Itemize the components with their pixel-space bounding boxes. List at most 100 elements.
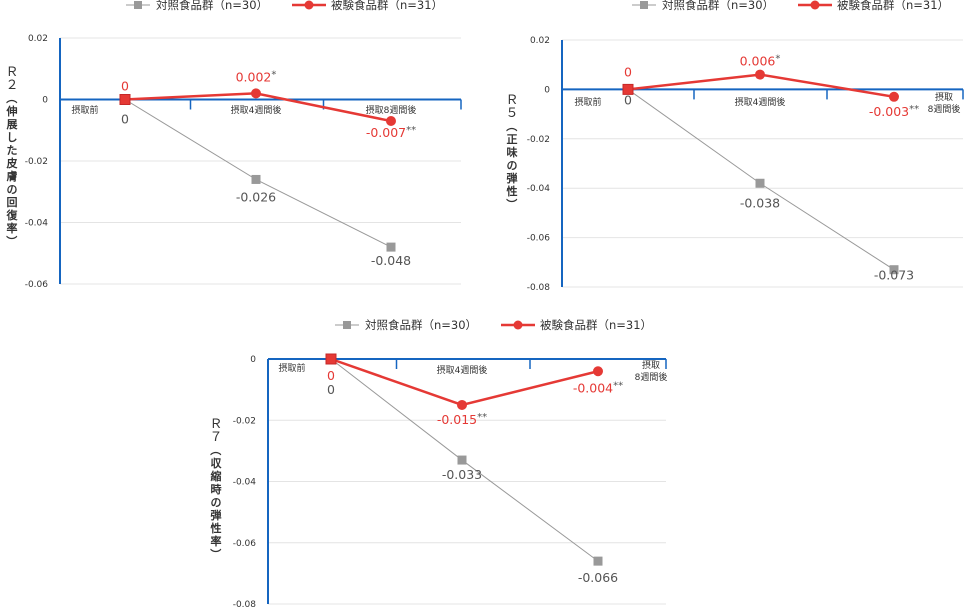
data-point-test — [755, 69, 765, 80]
data-label-test: 0.006* — [740, 54, 781, 69]
data-label-control: -0.073 — [874, 268, 914, 283]
y-axis-title-char: 膚 — [7, 169, 18, 183]
y-axis-title-char: た — [7, 144, 18, 157]
y-axis-title-char: Ｒ — [505, 93, 518, 108]
x-category-label: 摂取 — [642, 359, 660, 371]
data-point-test — [622, 83, 634, 95]
x-category-label: 摂取4週間後 — [437, 364, 488, 376]
y-tick-label: -0.04 — [25, 219, 49, 229]
chart-3: 0 -0.02 -0.04 -0.06 -0.08 摂取前 摂取4週間後 摂取8週間後 Ｒ７（収… — [209, 318, 667, 608]
y-axis-title-char: ） — [5, 236, 18, 247]
y-axis-title-char: 率 — [7, 221, 18, 235]
legend-label-control: 対照食品群（n=30） — [365, 318, 477, 332]
y-axis-title-char: 味 — [507, 145, 518, 159]
x-category-label: 摂取4週間後 — [735, 96, 786, 108]
legend: 対照食品群（n=30） 被験食品群（n=31） — [126, 0, 443, 12]
y-axis-title-char: ２ — [5, 78, 18, 93]
data-point-test — [593, 366, 603, 377]
data-label-control: -0.066 — [578, 570, 618, 585]
data-label-control: -0.026 — [236, 189, 276, 204]
y-tick-label: -0.02 — [527, 135, 550, 145]
y-tick-label: -0.06 — [25, 280, 49, 290]
y-axis-title-char: し — [7, 131, 18, 144]
chart-2: 0.02 0 -0.02 -0.04 -0.06 -0.08 摂取前 摂取4週間後 摂取8週間後… — [505, 0, 964, 293]
data-point-control — [889, 265, 899, 275]
y-axis-title-char: 性 — [507, 184, 518, 198]
y-axis-title-char: Ｒ — [5, 65, 18, 80]
data-label-test: 0 — [327, 368, 335, 383]
data-point-control — [593, 556, 603, 566]
data-label-test: 0 — [121, 79, 129, 94]
legend-marker-control — [134, 1, 142, 9]
data-point-test — [119, 94, 131, 105]
significance-mark: ** — [477, 412, 487, 423]
data-label-test: -0.015** — [437, 412, 487, 427]
y-axis-title-char: ） — [505, 199, 518, 210]
y-tick-label: -0.02 — [25, 157, 48, 167]
x-category-label: 8週間後 — [635, 371, 668, 383]
significance-mark: * — [271, 69, 276, 80]
y-axis-title-char: 展 — [6, 118, 19, 131]
y-axis-title-char: 縮 — [211, 469, 222, 483]
data-label-control: 0 — [121, 112, 129, 127]
legend-label-control: 対照食品群（n=30） — [156, 0, 268, 12]
y-axis-title-char: ５ — [505, 106, 518, 121]
y-axis-title-char: 性 — [211, 521, 222, 535]
y-axis-title-char: 弾 — [507, 171, 518, 185]
x-category-label: 摂取前 — [278, 362, 305, 374]
x-category-label: 摂取前 — [574, 96, 601, 108]
data-point-control — [755, 178, 765, 188]
legend: 対照食品群（n=30） 被験食品群（n=31） — [335, 318, 652, 332]
legend-label-test: 被験食品群（n=31） — [331, 0, 443, 12]
data-label-test: -0.004** — [573, 380, 623, 395]
data-point-control — [457, 455, 467, 465]
y-tick-label: 0 — [544, 85, 550, 95]
y-tick-label: -0.04 — [527, 184, 551, 194]
x-category-label: 摂取8週間後 — [366, 104, 417, 116]
y-tick-label: -0.04 — [233, 478, 257, 488]
data-label-control: 0 — [327, 382, 335, 397]
data-label-test: 0 — [624, 64, 632, 79]
y-axis-title-char: Ｒ — [209, 417, 222, 432]
y-axis-title-char: ） — [209, 549, 222, 560]
series-line-control — [124, 99, 392, 248]
legend-marker-control — [640, 1, 648, 9]
data-label-control: -0.048 — [371, 253, 411, 268]
y-tick-label: -0.02 — [233, 416, 256, 426]
data-point-test — [325, 353, 337, 365]
legend-label-test: 被験食品群（n=31） — [837, 0, 949, 12]
y-tick-label: 0 — [42, 96, 48, 106]
y-tick-label: -0.08 — [527, 283, 551, 293]
y-axis-title-char: 弾 — [211, 508, 222, 522]
significance-mark: ** — [406, 125, 416, 136]
legend: 対照食品群（n=30） 被験食品群（n=31） — [632, 0, 949, 12]
y-axis-title-char: 回 — [7, 195, 18, 209]
x-category-label: 摂取前 — [71, 104, 98, 116]
chart-1: 0.02 0 -0.02 -0.04 -0.06 摂取前 摂取4週間後 摂取8週間後 Ｒ２（伸展… — [5, 0, 462, 290]
data-label-test: -0.007** — [366, 125, 416, 140]
data-label-control: -0.038 — [740, 195, 780, 210]
x-category-label: 摂取4週間後 — [231, 104, 282, 116]
y-axis-title-char: の — [7, 183, 18, 196]
y-tick-label: 0 — [250, 355, 256, 365]
legend-label-control: 対照食品群（n=30） — [662, 0, 774, 12]
data-point-control — [251, 174, 261, 184]
y-axis-title-char: 時 — [211, 482, 222, 496]
data-point-control — [386, 242, 396, 252]
significance-mark: ** — [613, 380, 623, 391]
y-tick-label: 0.02 — [530, 36, 550, 46]
y-tick-label: -0.08 — [233, 600, 257, 608]
y-tick-label: -0.06 — [527, 234, 551, 244]
y-axis-title-char: 率 — [211, 534, 222, 548]
y-axis-title-char: 正 — [507, 133, 518, 146]
y-axis-title-char: 皮 — [6, 156, 18, 170]
y-axis-title-char: 伸 — [6, 104, 18, 118]
legend-marker-test — [513, 320, 523, 330]
y-tick-label: -0.06 — [233, 539, 257, 549]
y-axis-title-char: の — [507, 159, 518, 172]
legend-marker-test — [810, 0, 820, 10]
legend-marker-test — [304, 0, 314, 10]
significance-mark: * — [775, 54, 780, 65]
y-tick-label: 0.02 — [28, 34, 48, 44]
